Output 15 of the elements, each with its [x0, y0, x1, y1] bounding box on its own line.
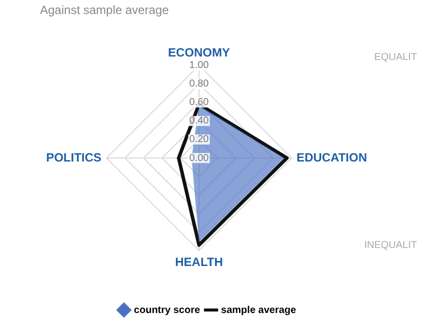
spoke-label: EDUCATION: [296, 150, 368, 164]
y-tick-label: 0.20: [189, 134, 210, 146]
spoke-label: HEALTH: [175, 255, 223, 270]
y-tick-label: 0.40: [189, 116, 210, 127]
spoke-label: POLITICS: [46, 150, 102, 164]
chart-title: Against sample average: [40, 3, 169, 17]
y-tick-label: 0.80: [189, 78, 210, 90]
text: EQUALIT: [374, 52, 417, 63]
text: INEQUALIT: [364, 240, 417, 251]
spoke-label: ECONOMY: [168, 46, 230, 60]
y-tick-label: 0.60: [189, 97, 210, 108]
y-tick-label: 1.00: [189, 60, 210, 72]
y-tick-label: 0.00: [189, 152, 210, 164]
legend-label: country score: [134, 304, 200, 316]
legend-label: sample average: [221, 304, 297, 316]
